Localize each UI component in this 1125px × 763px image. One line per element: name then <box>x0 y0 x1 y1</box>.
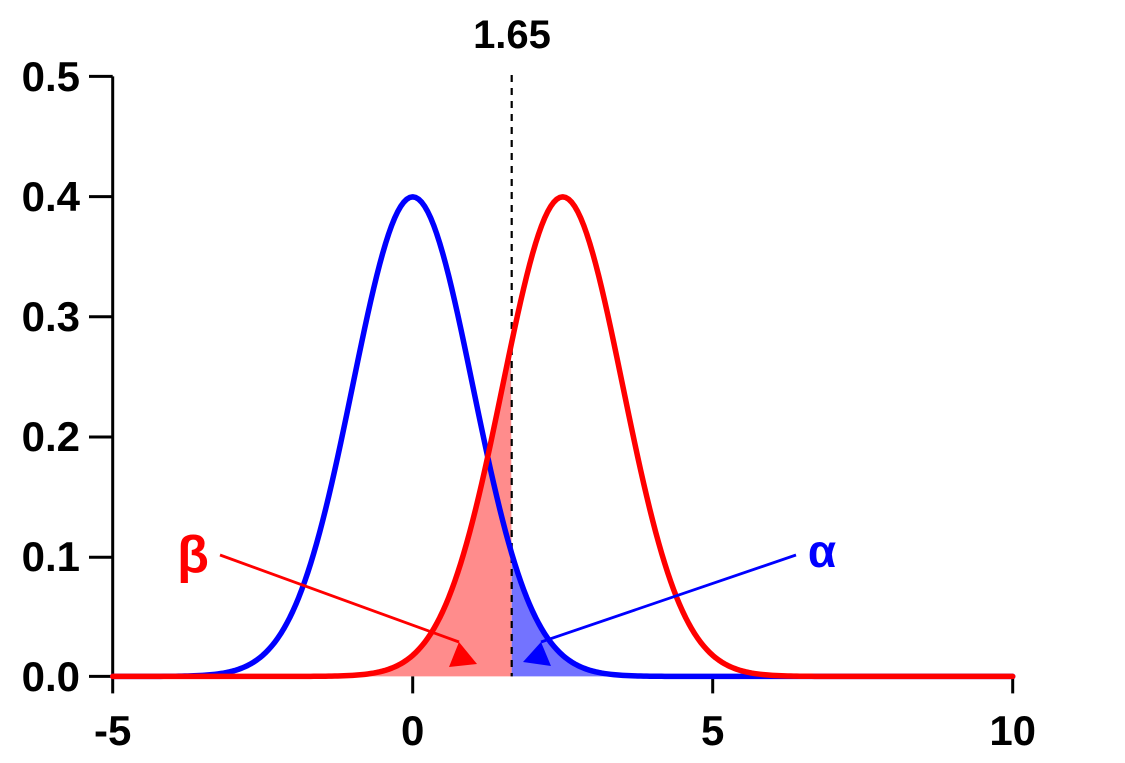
svg-text:10: 10 <box>989 707 1036 754</box>
svg-text:0: 0 <box>401 707 424 754</box>
svg-text:0.4: 0.4 <box>22 173 81 220</box>
svg-text:0.5: 0.5 <box>22 53 80 100</box>
svg-text:1.65: 1.65 <box>473 13 551 57</box>
svg-text:-5: -5 <box>94 707 131 754</box>
svg-text:0.3: 0.3 <box>22 293 80 340</box>
svg-text:β: β <box>177 526 209 584</box>
svg-text:0.1: 0.1 <box>22 533 80 580</box>
svg-text:0.2: 0.2 <box>22 413 80 460</box>
svg-text:α: α <box>808 525 836 577</box>
svg-text:0.0: 0.0 <box>22 653 80 700</box>
svg-text:5: 5 <box>701 707 724 754</box>
